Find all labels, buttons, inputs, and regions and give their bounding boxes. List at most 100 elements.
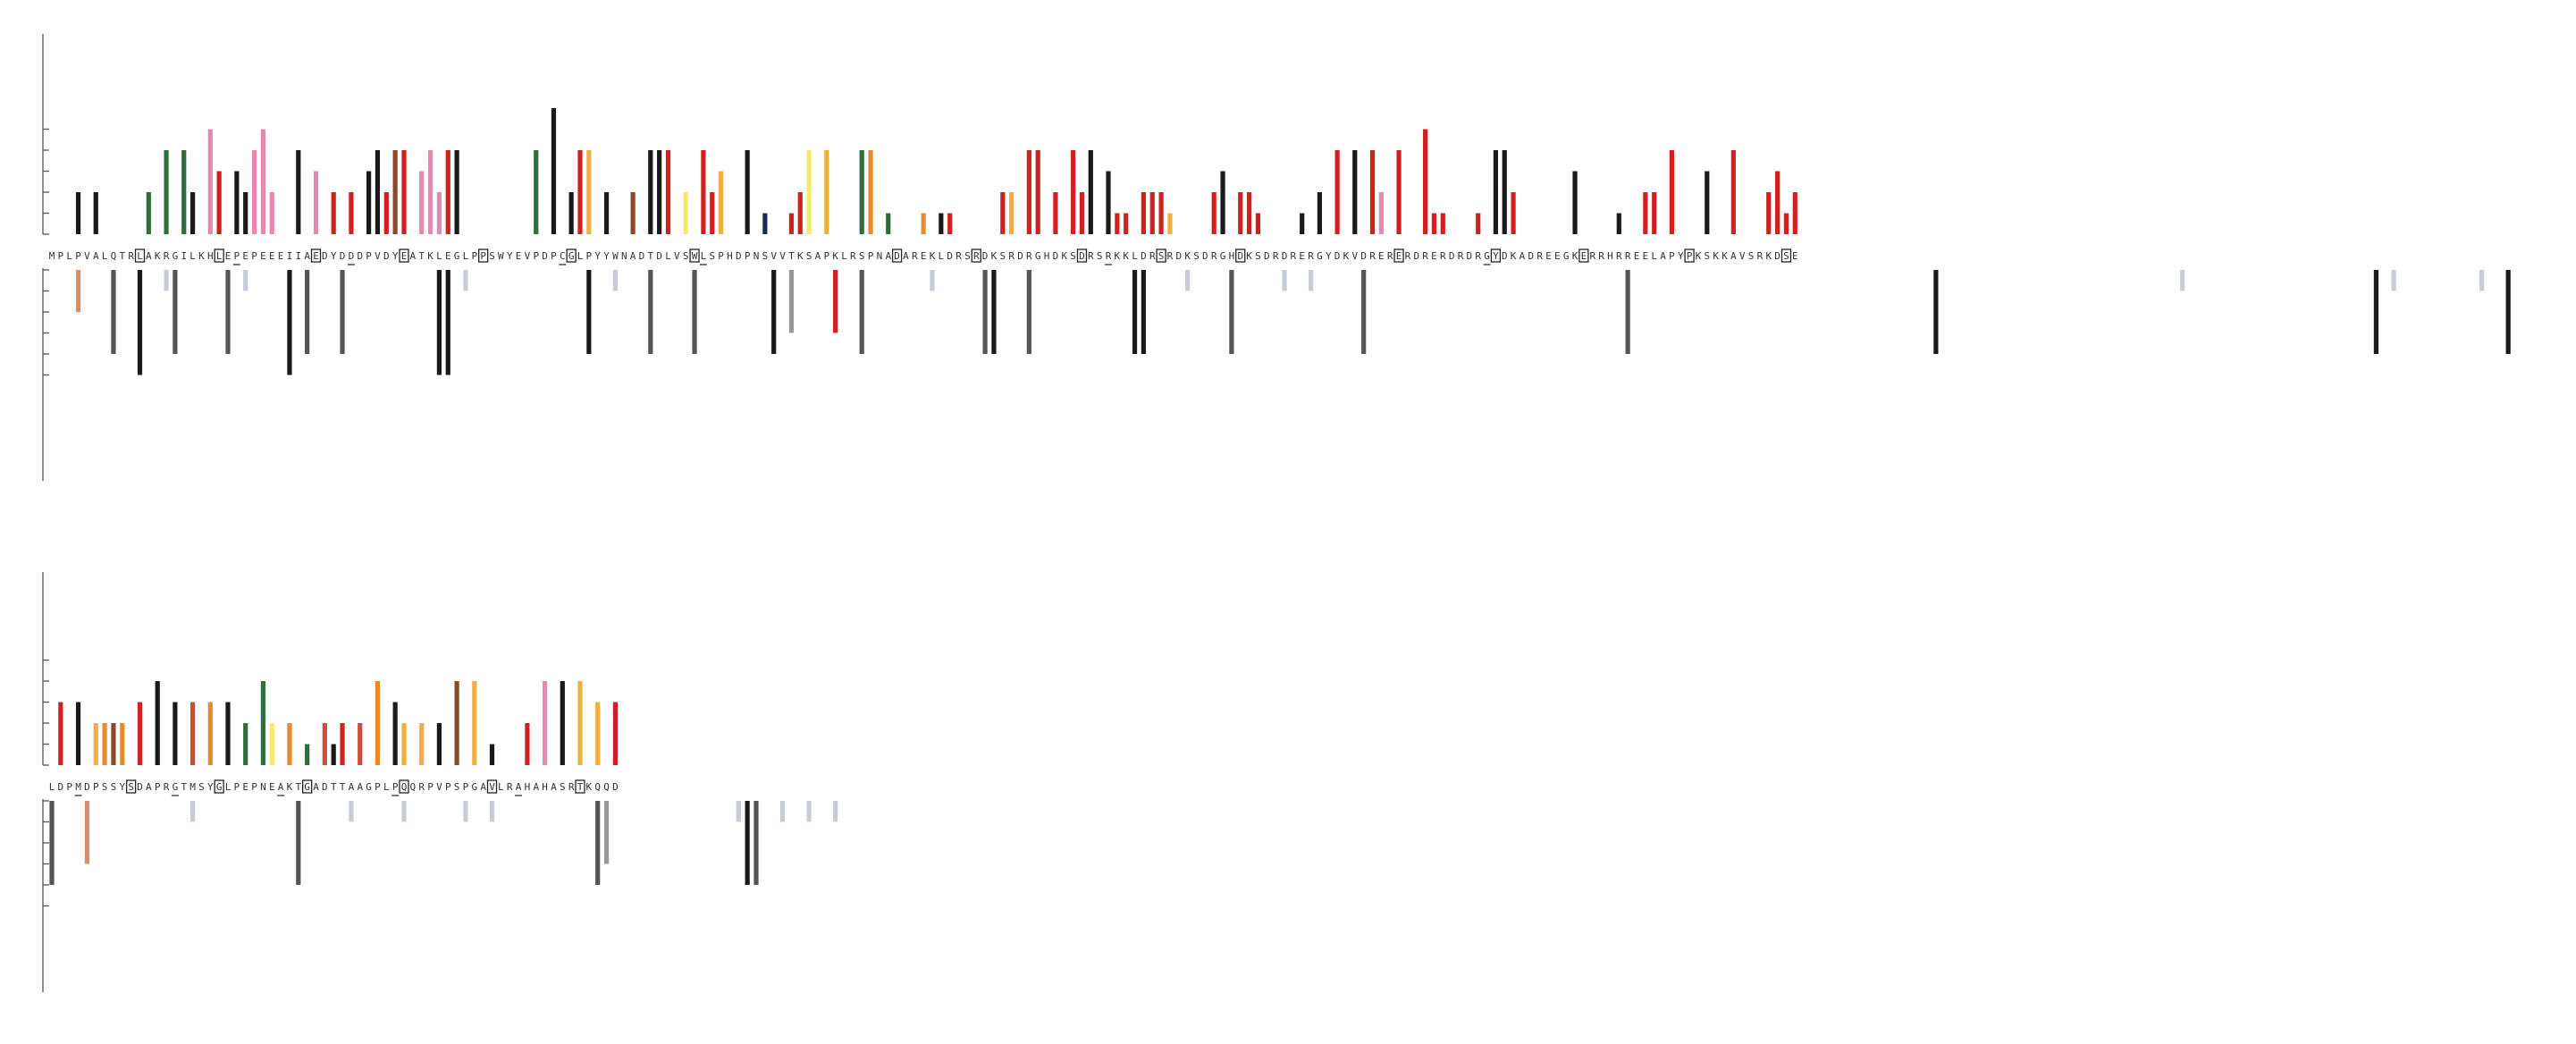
bar-top [93, 192, 98, 234]
sequence-letter: D [1141, 250, 1147, 262]
residue-box [214, 779, 224, 794]
sequence-letter: S [1748, 250, 1755, 262]
sequence-letter: A [551, 781, 557, 793]
bar-top [1431, 213, 1437, 234]
sequence-letter: R [955, 250, 962, 262]
bar-bottom [243, 270, 248, 291]
sequence-letter: P [533, 250, 539, 262]
sequence-letter: K [832, 250, 838, 262]
sequence-letter: H [1607, 250, 1613, 262]
bar-top [1493, 150, 1498, 234]
sequence-letter: A [357, 781, 363, 793]
sequence-letter: D [349, 250, 355, 262]
sequence-letter: D [1017, 250, 1023, 262]
sequence-letter: L [841, 250, 847, 262]
sequence-letter: K [797, 250, 804, 262]
sequence-letter: A [278, 781, 284, 793]
sequence-letter: A [146, 781, 152, 793]
sequence-letter: A [630, 250, 636, 262]
sequence-letter: A [1730, 250, 1737, 262]
sequence-letter: D [1202, 250, 1208, 262]
sequence-letter: P [1687, 250, 1693, 262]
sequence-letter: R [568, 781, 575, 793]
sequence-letter: V [1351, 250, 1358, 262]
bar-top [586, 150, 592, 234]
bar-bottom [1132, 270, 1138, 354]
sequence-letter: I [287, 250, 293, 262]
bar-top [534, 150, 539, 234]
sequence-letter: E [445, 250, 451, 262]
sequence-letter: Y [119, 781, 125, 793]
bar-top [445, 150, 450, 234]
sequence-letter: L [939, 250, 945, 262]
sequence-letter: D [357, 250, 363, 262]
sequence-letter: R [1458, 250, 1464, 262]
sequence-letter: P [427, 781, 434, 793]
sequence-letter: E [1431, 250, 1437, 262]
sequence-letter: L [1132, 250, 1138, 262]
bar-bottom [1625, 270, 1630, 354]
sequence-letter: S [1783, 250, 1789, 262]
bar-top [1079, 192, 1085, 234]
sequence-letter: R [1369, 250, 1376, 262]
bar-bottom [982, 270, 988, 354]
sequence-letter: S [128, 781, 134, 793]
sequence-letter: K [1123, 250, 1129, 262]
sequence-letter: R [1308, 250, 1314, 262]
bar-top [1009, 192, 1014, 234]
bar-bottom [2505, 270, 2511, 354]
bar-top [472, 681, 477, 765]
sequence-letter: L [102, 250, 108, 262]
sequence-letter: D [1237, 250, 1243, 262]
sequence-letter: W [612, 250, 619, 262]
bar-bottom [1933, 270, 1939, 354]
bar-top [1211, 192, 1216, 234]
sequence-letter: Y [392, 250, 399, 262]
bar-top [392, 150, 398, 234]
bar-bottom [736, 801, 741, 822]
bar-top [543, 681, 548, 765]
bar-bottom [2180, 270, 2185, 291]
sequence-letter: G [471, 781, 477, 793]
residue-box [478, 248, 489, 263]
sequence-letter: V [674, 250, 680, 262]
bar-top [419, 171, 425, 234]
sequence-letter: T [647, 250, 653, 262]
bar-top [75, 192, 81, 234]
sequence-letter: P [155, 781, 161, 793]
sequence-letter: D [612, 781, 619, 793]
bar-top [173, 702, 178, 765]
sequence-letter: R [1008, 250, 1014, 262]
sequence-letter: E [401, 250, 408, 262]
bar-top [1106, 171, 1111, 234]
sequence-letter: G [173, 250, 179, 262]
sequence-letter: D [1053, 250, 1059, 262]
bar-top [1766, 192, 1772, 234]
bar-top [225, 702, 231, 765]
sequence-letter: H [1044, 250, 1050, 262]
sequence-letter: E [516, 250, 522, 262]
bar-top [401, 723, 407, 765]
bar-top [181, 150, 187, 234]
sequence-letter: S [1255, 250, 1261, 262]
bar-top [207, 702, 213, 765]
sequence-letter: Y [603, 250, 610, 262]
bar-top [313, 171, 319, 234]
sequence-letter: D [1175, 250, 1182, 262]
sequence-letter: D [639, 250, 645, 262]
sequence-letter: E [1554, 250, 1561, 262]
bar-top [1141, 192, 1146, 234]
sequence-letter: S [1193, 250, 1200, 262]
bar-top [1423, 129, 1428, 234]
sequence-letter: G [304, 781, 310, 793]
bar-top [1352, 150, 1358, 234]
bar-top [939, 213, 944, 234]
sequence-letter: K [991, 250, 998, 262]
sequence-letter: P [392, 781, 399, 793]
sequence-letter: P [463, 781, 469, 793]
bar-top [1071, 150, 1076, 234]
sequence-letter: V [375, 250, 381, 262]
bar-top [305, 744, 310, 765]
sequence-letter: E [1792, 250, 1798, 262]
bar-bottom [489, 801, 495, 822]
